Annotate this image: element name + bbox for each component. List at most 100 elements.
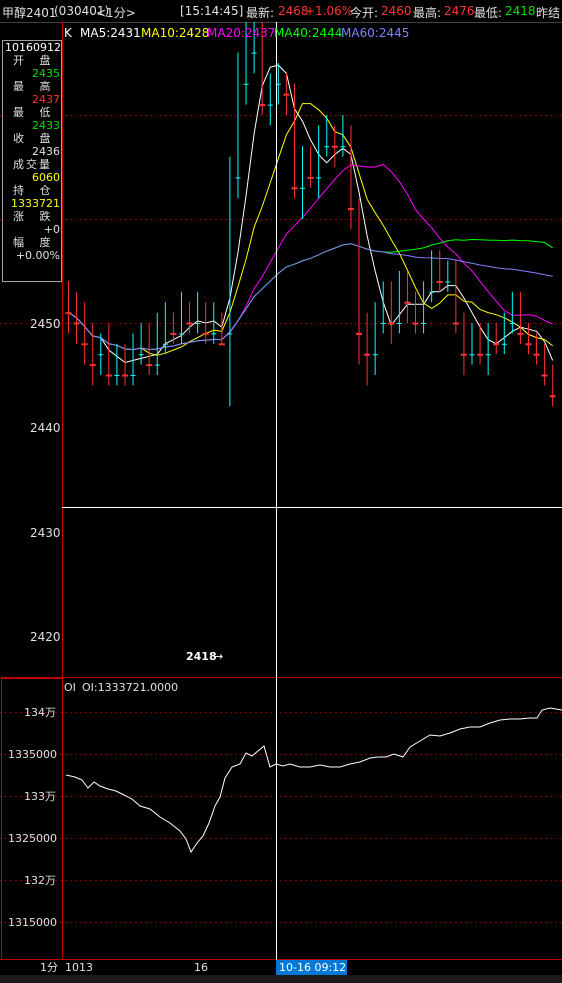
candle-body	[81, 343, 88, 346]
candle-body	[460, 353, 467, 356]
period-label[interactable]: <1分>	[96, 6, 136, 20]
candle-body	[429, 291, 435, 293]
candle-body	[501, 343, 507, 345]
time-tick-mid: 16	[194, 961, 208, 974]
oi-polyline	[65, 707, 562, 854]
info-high: 2437	[32, 93, 60, 106]
candle-body	[477, 353, 484, 356]
bottom-status-strip	[0, 975, 562, 983]
info-close: 2436	[32, 145, 60, 158]
legend-ma60: MA60:2445	[341, 26, 409, 40]
price-grid	[0, 115, 562, 923]
candle-body	[235, 177, 241, 179]
candle-body	[316, 177, 322, 179]
symbol-name: 甲醇2401	[2, 6, 57, 20]
moving-averages	[68, 64, 554, 364]
candle-body	[105, 374, 112, 377]
oi-tick-133w: 133万	[24, 790, 56, 803]
candle-body	[170, 332, 177, 335]
candle-body	[404, 301, 411, 304]
candle-body	[509, 323, 515, 324]
candle-body	[114, 375, 120, 376]
candle-body	[202, 332, 209, 335]
candle-body	[121, 374, 128, 377]
oi-tick-134w: 134万	[24, 706, 56, 719]
oi-tick-1325000: 1325000	[8, 832, 57, 845]
price-tick-2430: 2430	[30, 526, 61, 540]
info-open-label: 开 盘	[13, 54, 57, 67]
ma-line-20	[68, 163, 553, 351]
candlesticks	[65, 22, 556, 407]
bar-info-panel: 10160912 开 盘 2435 最 高 2437 最 低 2433 收 盘 …	[2, 40, 62, 282]
candle-body	[347, 208, 354, 211]
candle-body	[211, 333, 217, 335]
ma-line-5	[68, 64, 554, 364]
candle-body	[267, 104, 273, 106]
info-low: 2433	[32, 119, 60, 132]
legend-ma5: MA5:2431	[80, 26, 141, 40]
cursor-time-label: 10-16 09:12	[279, 961, 346, 974]
kline-chart[interactable]: K MA5:2431 MA10:2428 MA20:2437 MA40:2444…	[0, 22, 562, 975]
candle-body	[130, 375, 136, 376]
high-value: 2476	[444, 4, 475, 18]
cursor-time-box	[276, 960, 347, 975]
legend-k: K	[64, 26, 73, 40]
info-low-label: 最 低	[13, 106, 57, 119]
candle-body	[178, 333, 184, 335]
candle-body	[517, 332, 524, 335]
latest-label: 最新:	[246, 6, 275, 20]
legend-ma40: MA40:2444	[274, 26, 342, 40]
time-tick-start: 1013	[65, 961, 93, 974]
candle-body	[396, 323, 402, 324]
candle-body	[275, 83, 281, 85]
candle-body	[364, 353, 371, 356]
info-volume-label: 成交量	[13, 158, 52, 171]
candle-body	[372, 354, 378, 356]
open-value: 2460	[381, 4, 412, 18]
candle-body	[300, 187, 306, 189]
candle-body	[251, 52, 257, 54]
candle-body	[195, 323, 201, 324]
candle-body	[307, 176, 314, 179]
info-volume: 6060	[32, 171, 60, 184]
symbol-code: (030401)	[54, 4, 110, 18]
candle-body	[283, 93, 290, 96]
candle-body	[533, 353, 540, 356]
candle-body	[549, 395, 556, 398]
candle-body	[452, 322, 459, 325]
candle-body	[356, 332, 363, 335]
candle-body	[324, 146, 330, 148]
price-tick-2420: 2420	[30, 630, 61, 644]
change-pct: +1.06%	[305, 4, 354, 18]
candle-body	[259, 104, 266, 107]
legend-ma10: MA10:2428	[141, 26, 209, 40]
candle-body	[146, 364, 153, 367]
candle-body	[485, 354, 491, 356]
oi-title: OI	[64, 681, 76, 694]
candle-body	[412, 322, 419, 325]
candle-body	[89, 364, 96, 367]
info-oi: 1333721	[11, 197, 60, 210]
candle-body	[154, 364, 160, 366]
ma-line-10	[68, 103, 554, 356]
candle-body	[525, 343, 532, 346]
info-open: 2435	[32, 67, 60, 80]
candle-body	[469, 354, 475, 356]
oi-value-label: OI:1333721.0000	[82, 681, 178, 694]
candle-body	[331, 145, 338, 148]
candle-body	[493, 343, 500, 346]
candle-body	[380, 323, 386, 324]
candle-body	[291, 187, 298, 190]
info-range-label: 幅 度	[13, 236, 57, 249]
info-oi-label: 持 仓	[13, 184, 57, 197]
low-marker-label: 2418	[186, 650, 217, 663]
time-period-label: 1分	[40, 961, 58, 974]
candle-body	[421, 323, 427, 324]
candle-body	[436, 280, 443, 283]
prev-label: 昨结	[536, 6, 561, 20]
candle-body	[243, 83, 249, 85]
info-date: 10160912	[5, 41, 61, 54]
chart-frame	[0, 22, 562, 960]
candle-body	[186, 322, 193, 325]
time-stamp: [15:14:45]	[180, 4, 244, 18]
